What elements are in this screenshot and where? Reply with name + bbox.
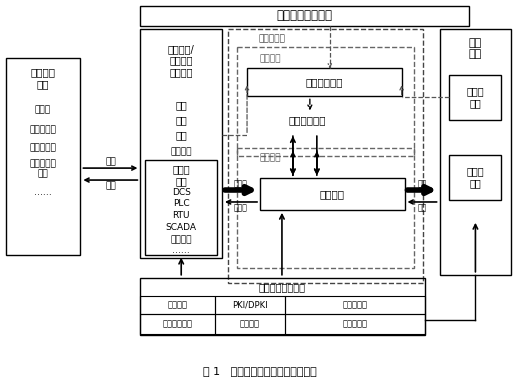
Text: 流量计: 流量计 — [34, 106, 50, 115]
Text: 可信: 可信 — [418, 204, 427, 213]
Bar — [439, 28, 511, 275]
Text: 物联网
平台: 物联网 平台 — [466, 87, 484, 108]
Bar — [140, 6, 470, 26]
Text: 设备指纹认证: 设备指纹认证 — [163, 319, 193, 328]
Text: 访问控制引擎: 访问控制引擎 — [288, 115, 326, 125]
Text: 人员: 人员 — [175, 100, 187, 110]
Text: 数据
中心: 数据 中心 — [469, 38, 482, 59]
Bar — [237, 46, 413, 156]
Text: 控制网
设备: 控制网 设备 — [173, 164, 190, 186]
Text: 感知网关/
边缘网关
节点设备: 感知网关/ 边缘网关 节点设备 — [168, 44, 194, 77]
Text: 测控设备: 测控设备 — [171, 235, 192, 245]
Text: 零信任架构: 零信任架构 — [258, 34, 285, 43]
Bar — [145, 160, 217, 255]
Bar — [140, 278, 424, 335]
Bar — [215, 314, 285, 333]
Text: ……: …… — [172, 246, 190, 255]
Text: 应用: 应用 — [175, 115, 187, 125]
Text: 访问代理: 访问代理 — [319, 189, 344, 199]
Bar — [449, 75, 501, 120]
Bar — [140, 28, 222, 258]
Text: 区块链存证: 区块链存证 — [342, 319, 367, 328]
Bar — [285, 296, 424, 314]
Bar — [285, 314, 424, 333]
Bar — [140, 314, 215, 333]
Text: 系统: 系统 — [175, 130, 187, 140]
Text: 身份安全基础设施: 身份安全基础设施 — [258, 283, 305, 292]
Text: 下行: 下行 — [105, 181, 116, 191]
Text: 区块链
平台: 区块链 平台 — [466, 166, 484, 188]
Bar — [237, 148, 413, 268]
Text: 上行: 上行 — [105, 158, 116, 167]
Text: 数据平面: 数据平面 — [260, 154, 281, 163]
Text: 控制平面: 控制平面 — [260, 54, 281, 63]
Text: ……: …… — [34, 188, 51, 197]
Text: 信任评估引擎: 信任评估引擎 — [305, 77, 343, 87]
Text: 不可信: 不可信 — [234, 179, 248, 188]
Text: 人工智能: 人工智能 — [240, 319, 260, 328]
Text: 温度传感器: 温度传感器 — [29, 144, 56, 152]
Text: 压力变送器: 压力变送器 — [29, 126, 56, 135]
Bar — [215, 296, 285, 314]
Text: SCADA: SCADA — [166, 223, 197, 232]
Bar — [6, 58, 81, 255]
Text: RTU: RTU — [173, 211, 190, 220]
Text: 图 1   物联网零信任架构总体框架图: 图 1 物联网零信任架构总体框架图 — [203, 366, 317, 376]
Text: 其他安全分析平台: 其他安全分析平台 — [277, 9, 333, 22]
Bar — [140, 296, 215, 314]
Text: PKI/DPKI: PKI/DPKI — [232, 300, 268, 309]
Bar — [449, 155, 501, 200]
Text: 可信: 可信 — [418, 179, 427, 188]
Text: DCS: DCS — [172, 188, 191, 197]
Text: 感知节点
设备: 感知节点 设备 — [30, 67, 55, 89]
Text: PLC: PLC — [173, 199, 189, 209]
Text: 密码设施: 密码设施 — [168, 300, 188, 309]
Bar — [247, 69, 401, 96]
Bar — [260, 178, 405, 210]
Text: 直连设备: 直连设备 — [171, 148, 192, 157]
Text: 不可信: 不可信 — [234, 204, 248, 213]
Bar — [228, 28, 423, 283]
Text: 设备指纹库: 设备指纹库 — [342, 300, 367, 309]
Text: 可燃气体检
测仪: 可燃气体检 测仪 — [29, 160, 56, 179]
